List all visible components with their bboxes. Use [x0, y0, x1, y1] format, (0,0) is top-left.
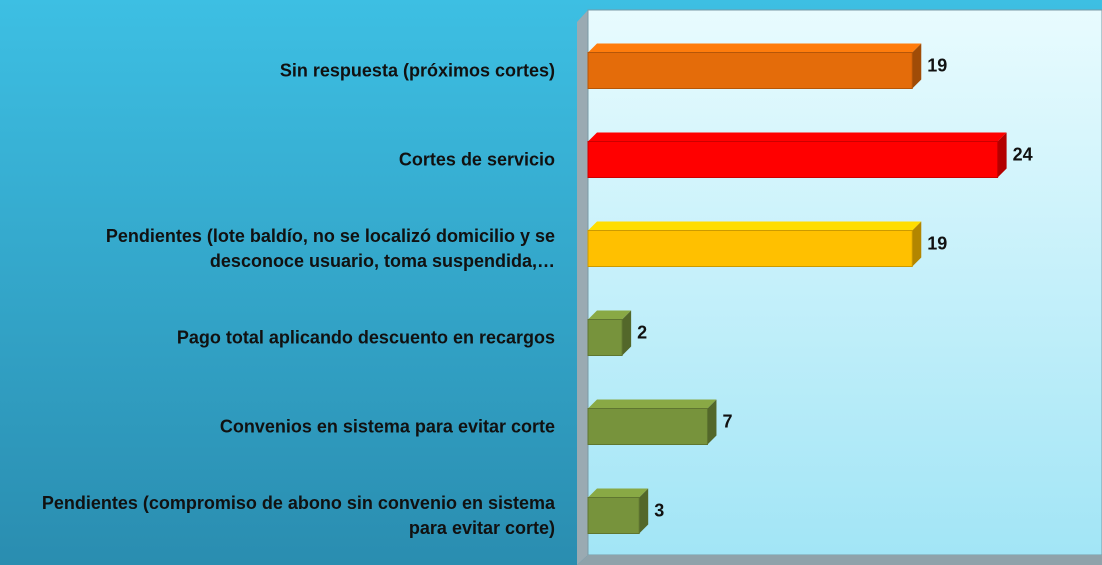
- value-label: 19: [927, 233, 947, 253]
- category-label: Pendientes (lote baldío, no se localizó …: [105, 225, 555, 271]
- bar-side: [707, 399, 717, 445]
- bar-top: [588, 132, 1007, 142]
- bar-top: [588, 221, 922, 231]
- bar-side: [622, 310, 632, 356]
- plot-area: [587, 9, 1102, 556]
- value-label: 24: [1013, 144, 1033, 164]
- bar-top: [588, 488, 649, 498]
- category-label: Pendientes (compromiso de abono sin conv…: [41, 492, 555, 538]
- bar-side: [997, 132, 1007, 178]
- bar-side: [912, 43, 922, 89]
- bar: [587, 319, 623, 356]
- bar: [587, 497, 640, 534]
- bar-side: [639, 488, 649, 534]
- bar: [587, 52, 913, 89]
- category-label: Convenios en sistema para evitar corte: [219, 416, 555, 436]
- value-label: 3: [654, 500, 664, 520]
- bar: [587, 141, 999, 178]
- value-label: 7: [722, 411, 732, 431]
- bar: [587, 230, 913, 267]
- category-label: Pago total aplicando descuento en recarg…: [176, 327, 555, 347]
- category-label: Sin respuesta (próximos cortes): [279, 60, 555, 80]
- floor: [577, 555, 1102, 565]
- side-wall: [577, 10, 588, 565]
- bar: [587, 408, 708, 445]
- value-label: 19: [927, 55, 947, 75]
- bar-side: [912, 221, 922, 267]
- value-label: 2: [637, 322, 647, 342]
- category-label: Cortes de servicio: [398, 149, 555, 169]
- bar-top: [588, 399, 717, 409]
- bar-top: [588, 310, 632, 320]
- bar-top: [588, 43, 922, 53]
